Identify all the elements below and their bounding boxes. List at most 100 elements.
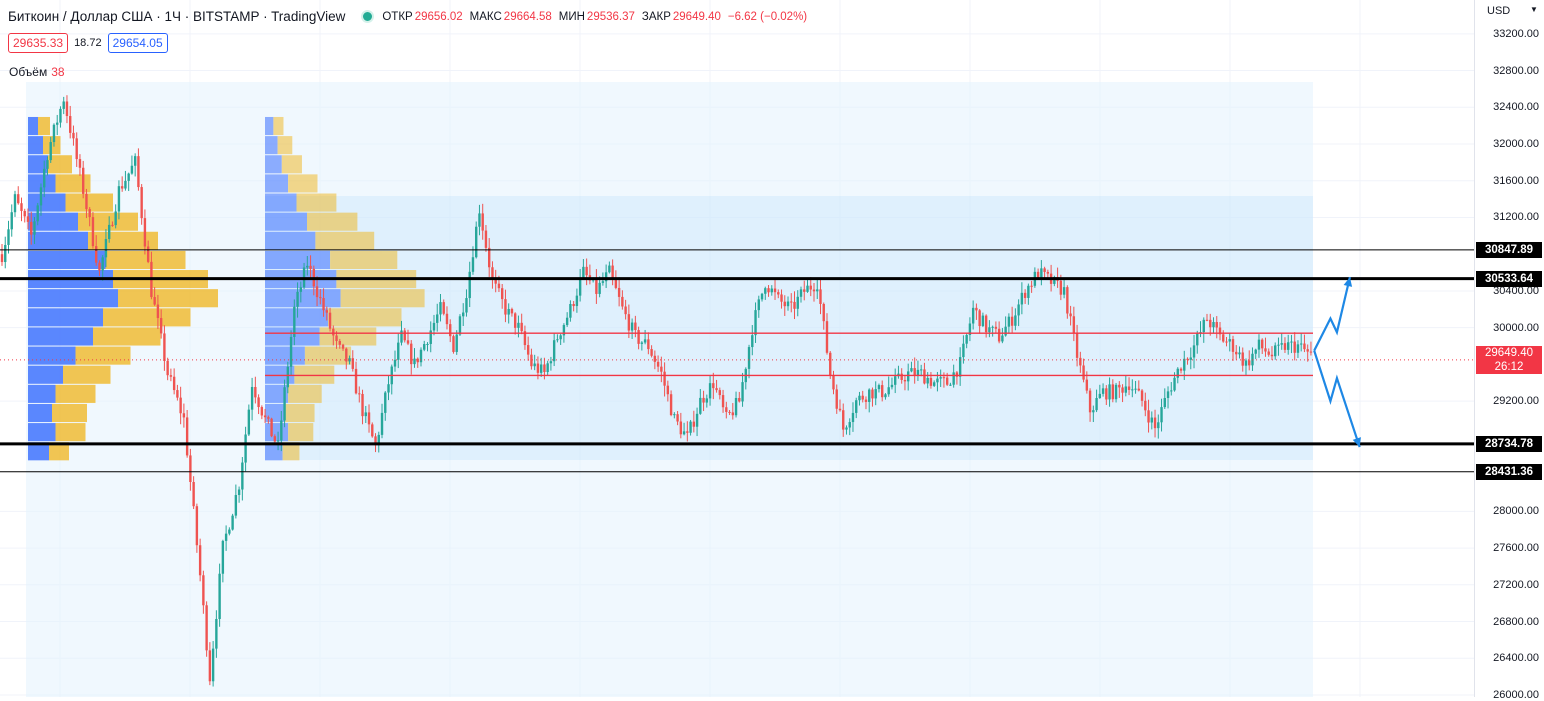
- candle-up: [601, 281, 605, 283]
- candle-down: [978, 310, 981, 327]
- candle-up: [741, 382, 744, 402]
- candle-up: [221, 540, 225, 574]
- candle-up: [816, 289, 819, 292]
- candle-up: [49, 142, 52, 161]
- candle-up: [1092, 410, 1095, 413]
- profile-bar-down: [288, 384, 322, 403]
- candle-up: [1280, 343, 1283, 345]
- chevron-down-icon[interactable]: ▼: [1530, 5, 1538, 14]
- candle-down: [929, 377, 933, 386]
- price-axis[interactable]: USD ▼ 33200.00 32800.00 32400.00 32000.00 31…: [1474, 0, 1544, 701]
- symbol-legend[interactable]: Биткоин / Доллар США · 1Ч · BITSTAMP · T…: [8, 9, 814, 24]
- buy-price-button[interactable]: 29654.05: [107, 33, 168, 53]
- candle-up: [565, 317, 569, 326]
- candle-down: [176, 390, 179, 398]
- volume-profile: [28, 116, 218, 461]
- profile-bar-down: [55, 384, 96, 403]
- bar-countdown: 26:12: [1494, 360, 1524, 373]
- candle-down: [449, 324, 452, 337]
- candle-down: [403, 330, 406, 341]
- currency-selector[interactable]: USD: [1487, 5, 1511, 17]
- candle-up: [439, 302, 442, 315]
- candle-up: [218, 573, 221, 619]
- profile-bar-up: [28, 212, 78, 231]
- candle-up: [932, 382, 936, 386]
- candle-down: [923, 369, 926, 384]
- candle-down: [500, 288, 504, 300]
- candle-up: [708, 383, 712, 399]
- candle-down: [767, 288, 770, 293]
- profile-bar-up: [265, 116, 274, 136]
- chart-area[interactable]: Биткоин / Доллар США · 1Ч · BITSTAMP · T…: [0, 0, 1474, 697]
- candle-down: [780, 294, 783, 302]
- candle-down: [1267, 351, 1270, 355]
- candle-up: [682, 431, 686, 435]
- candle-down: [1209, 319, 1212, 328]
- candle-up: [1157, 422, 1160, 429]
- candle-down: [78, 159, 82, 168]
- candle-down: [1059, 280, 1063, 295]
- candle-down: [98, 262, 101, 271]
- axis-tick-label: 27200.00: [1493, 578, 1539, 591]
- profile-bar-up: [28, 136, 43, 155]
- candle-up: [1124, 386, 1128, 393]
- candles: [0, 95, 1313, 687]
- candle-down: [179, 397, 182, 414]
- symbol-title[interactable]: Биткоин / Доллар США · 1Ч · BITSTAMP · T…: [8, 9, 346, 24]
- ohlc-close-value: 29649.40: [672, 10, 721, 23]
- candle-up: [1053, 277, 1056, 284]
- candle-down: [1309, 351, 1313, 353]
- candle-down: [660, 366, 663, 372]
- profile-bar-up: [265, 231, 316, 250]
- candle-up: [962, 343, 965, 358]
- candle-up: [556, 339, 559, 341]
- candle-down: [1010, 316, 1014, 326]
- candle-up: [855, 400, 858, 413]
- profile-bar-down: [296, 193, 337, 212]
- candle-up: [598, 282, 601, 294]
- candle-down: [530, 354, 533, 367]
- candle-up: [377, 434, 380, 446]
- candle-down: [718, 390, 722, 396]
- axis-tick-label: 30000.00: [1493, 321, 1539, 334]
- candle-down: [208, 650, 212, 682]
- sell-price-button[interactable]: 29635.33: [8, 33, 69, 53]
- candle-down: [153, 297, 156, 305]
- candle-down: [445, 313, 449, 325]
- candle-up: [36, 205, 39, 222]
- candle-down: [406, 340, 410, 344]
- candle-up: [734, 397, 738, 416]
- candle-up: [380, 412, 384, 435]
- candle-down: [822, 303, 825, 322]
- candle-down: [1261, 339, 1264, 349]
- profile-bar-down: [288, 174, 318, 193]
- candle-up: [244, 434, 247, 463]
- profile-bar-up: [28, 308, 103, 327]
- candle-down: [30, 221, 33, 235]
- candle-up: [578, 277, 582, 296]
- candle-up: [33, 221, 36, 235]
- price-chart[interactable]: [0, 0, 1474, 697]
- candle-down: [146, 246, 150, 262]
- candle-up: [890, 384, 894, 388]
- candle-down: [1066, 287, 1069, 314]
- profile-bar-up: [28, 289, 118, 308]
- profile-bar-up: [28, 442, 49, 461]
- candle-up: [104, 239, 108, 258]
- candle-up: [1101, 388, 1105, 394]
- ohlc-change: −6.62 (−0.02%): [727, 10, 808, 23]
- candle-down: [1118, 384, 1121, 388]
- candle-up: [13, 194, 17, 213]
- candle-up: [133, 156, 137, 166]
- candle-up: [283, 387, 286, 421]
- volume-legend[interactable]: Объём 38: [9, 65, 65, 79]
- profile-bar-down: [103, 308, 191, 327]
- candle-down: [1235, 351, 1238, 355]
- candle-down: [653, 355, 657, 362]
- candle-down: [819, 289, 822, 304]
- candle-down: [1283, 343, 1287, 350]
- ohlc-low-value: 29536.37: [586, 10, 635, 23]
- candle-up: [1040, 268, 1043, 278]
- profile-bar-down: [118, 289, 218, 308]
- profile-bar-up: [28, 403, 52, 423]
